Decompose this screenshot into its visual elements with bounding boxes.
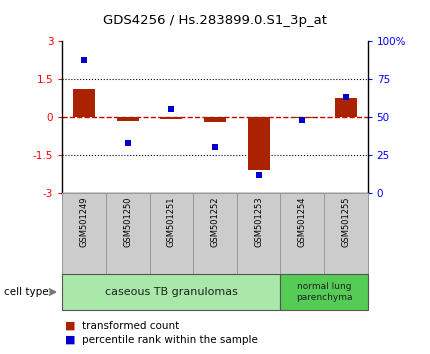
Text: caseous TB granulomas: caseous TB granulomas (105, 287, 238, 297)
Bar (324, 193, 368, 274)
Bar (237, 193, 280, 274)
Text: GSM501249: GSM501249 (80, 196, 89, 247)
Bar (335, 98, 357, 117)
Bar (280, 274, 368, 310)
Bar (106, 193, 150, 274)
Text: GSM501251: GSM501251 (167, 196, 176, 247)
Text: GSM501250: GSM501250 (123, 196, 132, 247)
Text: GSM501253: GSM501253 (254, 196, 263, 247)
Bar (62, 193, 368, 274)
Text: normal lung
parenchyma: normal lung parenchyma (296, 282, 352, 302)
Point (342, 94, 349, 100)
Point (124, 140, 131, 145)
Text: GSM501252: GSM501252 (211, 196, 219, 247)
Text: GSM501255: GSM501255 (341, 196, 350, 247)
Text: ■: ■ (64, 335, 75, 345)
Bar (160, 117, 182, 119)
Bar (291, 117, 313, 118)
Bar (62, 193, 106, 274)
Point (168, 106, 175, 112)
Text: percentile rank within the sample: percentile rank within the sample (82, 335, 258, 345)
Bar (117, 117, 138, 121)
Bar (193, 193, 237, 274)
Bar (73, 89, 95, 117)
Bar (204, 117, 226, 122)
Text: transformed count: transformed count (82, 321, 179, 331)
Text: cell type: cell type (4, 287, 49, 297)
Bar (248, 117, 270, 170)
Point (299, 117, 306, 123)
Bar (62, 274, 280, 310)
Point (255, 172, 262, 177)
Text: GDS4256 / Hs.283899.0.S1_3p_at: GDS4256 / Hs.283899.0.S1_3p_at (103, 14, 327, 27)
Bar (280, 193, 324, 274)
Bar (150, 193, 193, 274)
Point (81, 58, 88, 63)
Text: GSM501254: GSM501254 (298, 196, 307, 247)
Point (212, 144, 218, 150)
Text: ■: ■ (64, 321, 75, 331)
